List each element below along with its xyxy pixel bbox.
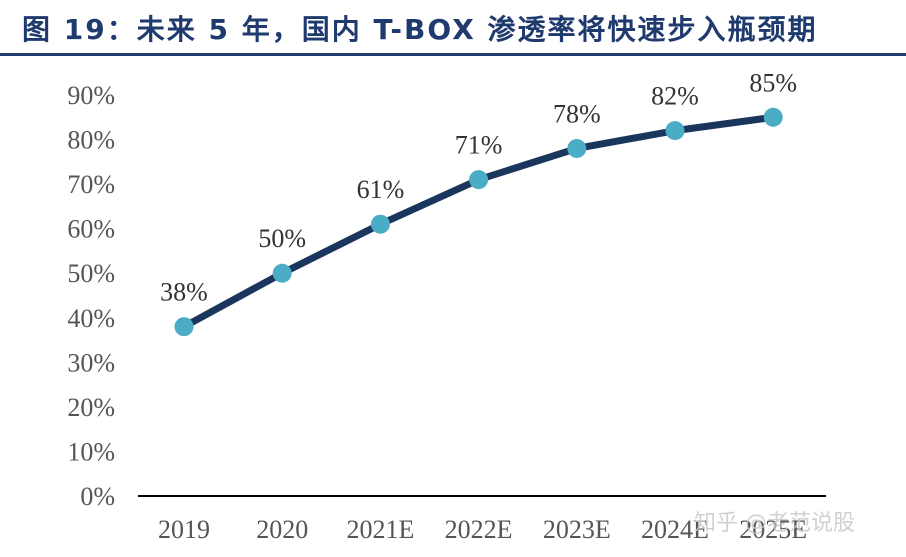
data-label: 82% (651, 82, 699, 111)
x-tick-label: 2022E (445, 515, 513, 544)
data-label: 38% (160, 278, 208, 307)
x-tick-label: 2025E (739, 515, 807, 544)
data-point (469, 170, 489, 190)
y-tick-label: 20% (67, 393, 115, 422)
x-tick-label: 2019 (158, 515, 210, 544)
data-label: 85% (749, 68, 797, 97)
y-tick-label: 70% (67, 170, 115, 199)
data-point (272, 263, 292, 283)
data-point (370, 214, 390, 234)
data-label: 71% (455, 131, 503, 160)
title-bar: 图 19：未来 5 年，国内 T-BOX 渗透率将快速步入瓶颈期 (0, 0, 906, 56)
y-tick-label: 50% (67, 259, 115, 288)
x-tick-label: 2021E (346, 515, 414, 544)
y-tick-label: 40% (67, 304, 115, 333)
chart-title: 图 19：未来 5 年，国内 T-BOX 渗透率将快速步入瓶颈期 (22, 13, 818, 46)
x-tick-label: 2023E (543, 515, 611, 544)
watermark: 知乎 @老范说股 (694, 511, 855, 536)
y-tick-label: 80% (67, 126, 115, 155)
data-label: 50% (258, 224, 306, 253)
data-point (763, 107, 783, 127)
data-point (567, 138, 587, 158)
y-tick-label: 90% (67, 81, 115, 110)
data-label: 78% (553, 99, 601, 128)
data-point (174, 317, 194, 337)
x-tick-label: 2024E (641, 515, 709, 544)
y-tick-label: 30% (67, 348, 115, 377)
y-tick-label: 0% (80, 482, 115, 511)
x-tick-label: 2020 (256, 515, 308, 544)
y-tick-label: 60% (67, 215, 115, 244)
y-tick-label: 10% (67, 437, 115, 466)
data-label: 61% (357, 175, 405, 204)
data-point (665, 121, 685, 141)
